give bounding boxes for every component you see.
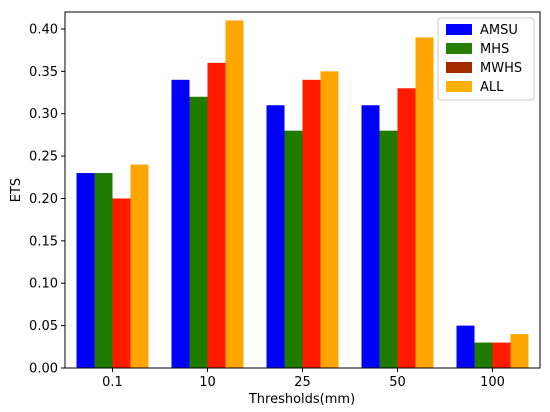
x-tick-label: 25 — [294, 375, 311, 390]
legend-label-mwhs: MWHS — [480, 61, 522, 76]
bar-all-0.1 — [130, 164, 149, 368]
legend-swatch-mhs — [446, 43, 472, 54]
bar-all-50 — [415, 37, 434, 369]
y-tick-label: 0.05 — [29, 319, 58, 334]
legend-swatch-mwhs — [446, 62, 472, 73]
x-ticks-group: 0.1 10 25 50 100 — [102, 368, 505, 390]
legend: AMSU MHS MWHS ALL — [437, 17, 535, 101]
bar-mwhs-25 — [302, 79, 321, 369]
bar-mwhs-100 — [492, 342, 511, 368]
y-tick-label: 0.40 — [29, 22, 58, 37]
y-tick-label: 0.30 — [29, 107, 58, 122]
bar-mhs-50 — [379, 130, 398, 368]
bar-mhs-100 — [474, 342, 493, 368]
legend-swatch-amsu — [446, 24, 472, 35]
bar-mwhs-0.1 — [112, 198, 131, 368]
bar-amsu-0.1 — [76, 173, 95, 368]
y-tick-label: 0.20 — [29, 192, 58, 207]
y-axis-label: ETS — [9, 178, 24, 202]
x-tick-label: 100 — [480, 375, 505, 390]
legend-swatch-all — [446, 81, 472, 92]
x-tick-label: 10 — [199, 375, 216, 390]
plot-frame — [64, 11, 541, 369]
bar-amsu-100 — [456, 325, 475, 368]
bar-mwhs-50 — [397, 88, 416, 369]
legend-label-amsu: AMSU — [480, 23, 518, 38]
bar-mhs-0.1 — [94, 173, 113, 368]
bar-mwhs-10 — [207, 62, 226, 368]
legend-frame — [437, 17, 535, 101]
x-axis-label: Thresholds(mm) — [248, 392, 355, 407]
bar-mhs-25 — [284, 130, 303, 368]
bar-amsu-25 — [266, 105, 285, 368]
x-tick-label: 50 — [389, 375, 406, 390]
bar-mhs-10 — [189, 96, 208, 368]
y-ticks-group: 0.00 0.05 0.10 0.15 0.20 0.25 0.30 0.35 0.40 — [29, 22, 65, 377]
bar-all-10 — [225, 20, 244, 368]
legend-label-all: ALL — [480, 80, 504, 95]
bar-all-100 — [510, 334, 529, 368]
bar-amsu-10 — [171, 79, 190, 369]
y-tick-label: 0.15 — [29, 234, 58, 249]
y-tick-label: 0.25 — [29, 150, 58, 165]
y-tick-label: 0.35 — [29, 65, 58, 80]
y-tick-label: 0.00 — [29, 362, 58, 377]
x-tick-label: 0.1 — [102, 375, 123, 390]
bars-group — [76, 20, 529, 369]
y-tick-label: 0.10 — [29, 277, 58, 292]
bar-all-25 — [320, 71, 339, 368]
legend-label-mhs: MHS — [480, 42, 509, 57]
bar-amsu-50 — [361, 105, 380, 368]
